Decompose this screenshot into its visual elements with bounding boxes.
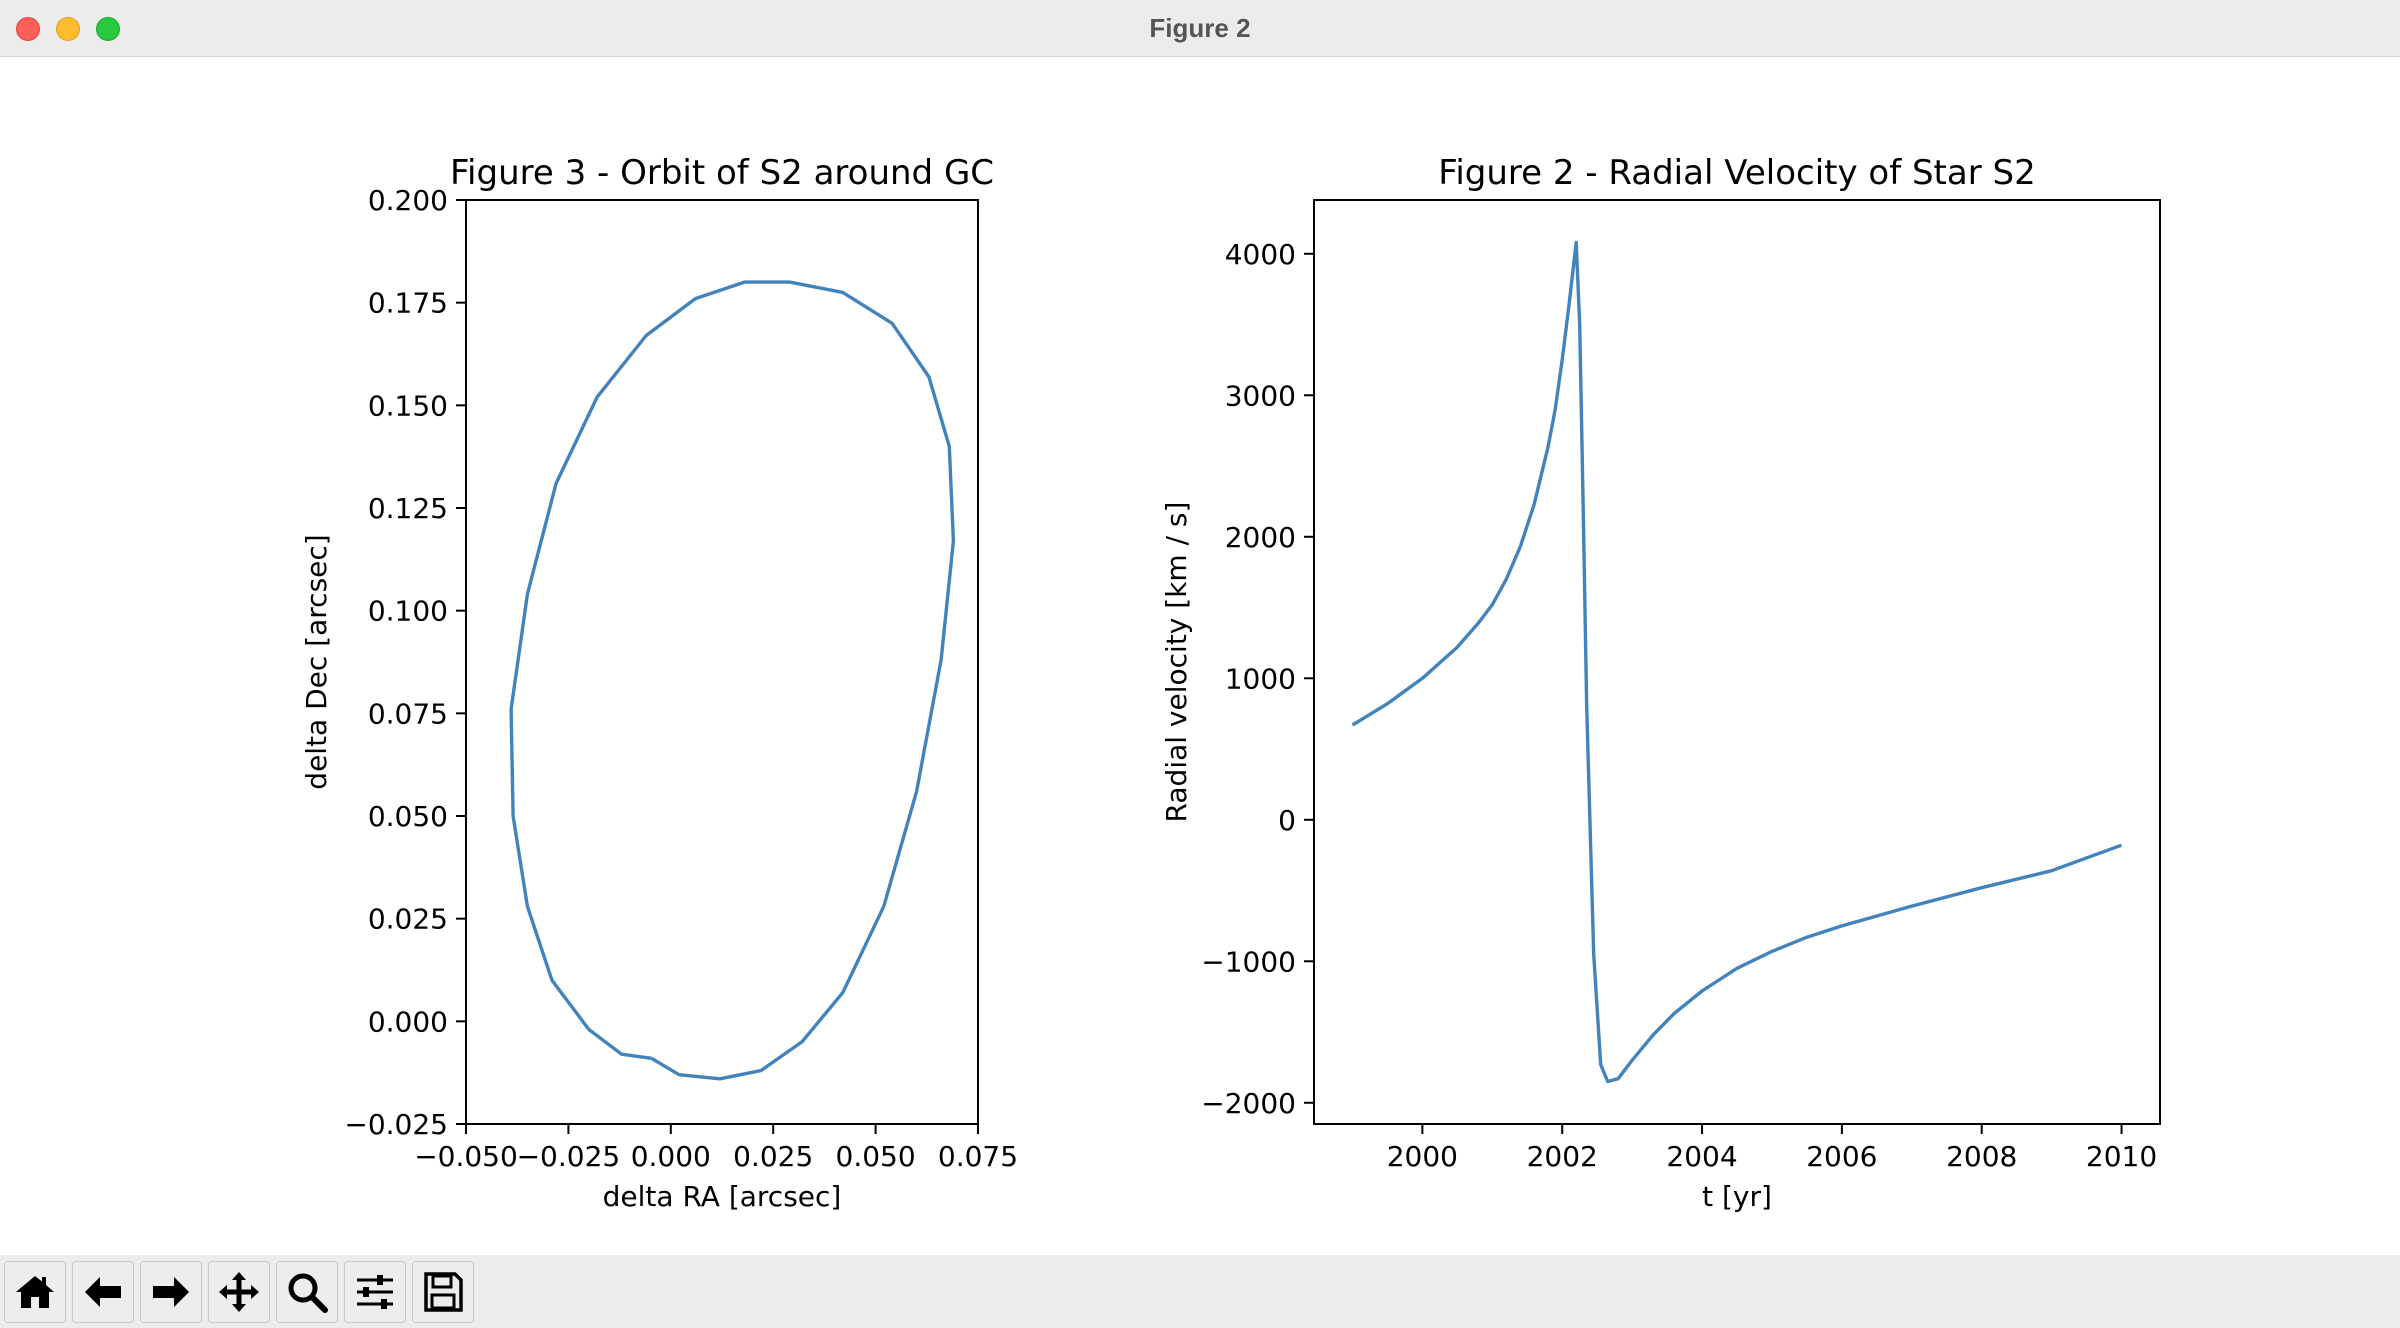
magnifier-icon <box>288 1273 328 1313</box>
y-tick-label: −0.025 <box>344 1108 448 1141</box>
x-tick-label: −0.050 <box>414 1140 518 1173</box>
x-tick-label: 0.000 <box>631 1140 711 1173</box>
y-tick-label: 0.175 <box>368 287 448 320</box>
move-icon <box>219 1272 259 1312</box>
y-tick-label: 0 <box>1278 804 1296 837</box>
window-title: Figure 2 <box>1149 13 1251 43</box>
y-tick-label: 2000 <box>1225 521 1296 554</box>
x-axis-label: t [yr] <box>1702 1180 1772 1213</box>
sliders-icon <box>357 1275 393 1309</box>
y-tick-label: 1000 <box>1225 662 1296 695</box>
chart-title: Figure 3 - Orbit of S2 around GC <box>450 153 994 193</box>
home-button[interactable] <box>4 1261 66 1323</box>
zoom-button[interactable] <box>276 1261 338 1323</box>
close-window-button[interactable] <box>16 17 40 41</box>
y-tick-label: 0.125 <box>368 492 448 525</box>
figure-canvas[interactable]: −0.050 −0.025 0.000 0.025 0.050 0.075 −0.025 0.… <box>0 57 2400 1255</box>
series-line <box>509 280 956 1081</box>
arrow-left-icon <box>85 1277 121 1307</box>
chart-title: Figure 2 - Radial Velocity of Star S2 <box>1438 153 2035 193</box>
series-line <box>1351 240 2123 1084</box>
x-tick-label: 0.050 <box>836 1140 916 1173</box>
x-tick-label: 2004 <box>1666 1140 1737 1173</box>
y-tick-label: −2000 <box>1201 1087 1296 1120</box>
x-tick-label: 2000 <box>1387 1140 1458 1173</box>
axes-frame <box>465 199 979 1125</box>
y-tick-label: 0.100 <box>368 595 448 628</box>
configure-subplots-button[interactable] <box>344 1261 406 1323</box>
figure-svg: −0.050−0.025 0.000 0.025 0.050 0.075 −0.025 0.… <box>300 153 2161 1213</box>
y-tick-label: 0.150 <box>368 389 448 422</box>
maximize-window-button[interactable] <box>96 17 120 41</box>
back-button[interactable] <box>72 1261 134 1323</box>
pan-button[interactable] <box>208 1261 270 1323</box>
y-tick-label: 0.000 <box>368 1005 448 1038</box>
arrow-right-icon <box>153 1277 189 1307</box>
axes-frame <box>1313 199 2161 1125</box>
y-axis-label: delta Dec [arcsec] <box>300 534 333 789</box>
y-tick-label: 0.075 <box>368 697 448 730</box>
y-tick-label: 0.025 <box>368 903 448 936</box>
x-axis-label: delta RA [arcsec] <box>603 1180 842 1213</box>
y-tick-label: 0.050 <box>368 800 448 833</box>
x-tick-label: 2008 <box>1946 1140 2017 1173</box>
save-button[interactable] <box>412 1261 474 1323</box>
forward-button[interactable] <box>140 1261 202 1323</box>
x-tick-label: 0.025 <box>733 1140 813 1173</box>
y-tick-label: 3000 <box>1225 379 1296 412</box>
window-titlebar: Figure 2 <box>0 0 2400 57</box>
x-tick-label: 0.075 <box>938 1140 1018 1173</box>
y-axis-label: Radial velocity [km / s] <box>1160 502 1193 823</box>
y-tick-label: −1000 <box>1201 945 1296 978</box>
home-icon <box>16 1276 54 1308</box>
y-tick-label: 0.200 <box>368 184 448 217</box>
y-tick-label: 4000 <box>1225 238 1296 271</box>
navigation-toolbar <box>0 1255 2400 1328</box>
x-tick-label: 2002 <box>1527 1140 1598 1173</box>
floppy-disk-icon <box>424 1272 463 1312</box>
minimize-window-button[interactable] <box>56 17 80 41</box>
x-tick-label: 2010 <box>2086 1140 2157 1173</box>
x-tick-label: 2006 <box>1806 1140 1877 1173</box>
x-tick-label: −0.025 <box>517 1140 621 1173</box>
